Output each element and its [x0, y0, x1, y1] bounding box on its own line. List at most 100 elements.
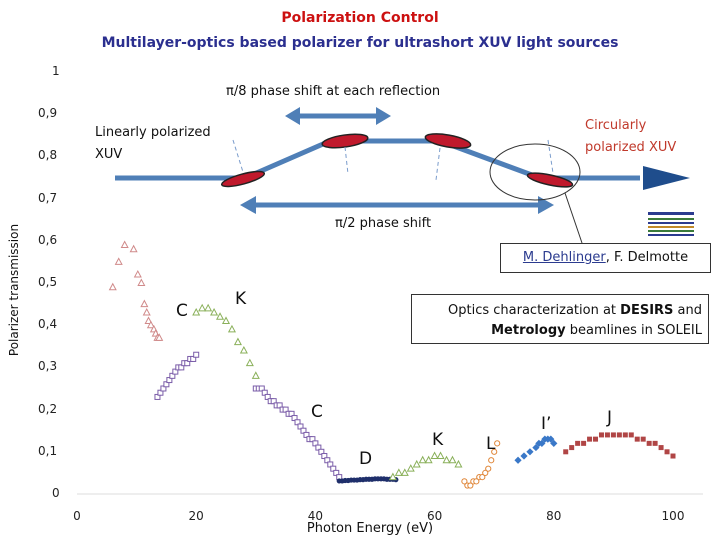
linear-polarized-label-2: XUV: [95, 147, 123, 162]
data-point-series-6: [479, 474, 486, 481]
y-tick-label: 0,9: [38, 106, 58, 121]
data-point-series-8: [658, 445, 664, 451]
y-axis-label-box: Polarizer transmission: [4, 200, 24, 380]
data-point-series-8: [634, 436, 640, 442]
series-label-k: K: [235, 289, 247, 309]
data-point-series-7: [520, 452, 528, 460]
data-point-series-8: [640, 436, 646, 442]
mirror-1: [220, 170, 266, 188]
optics-line2-post: beamlines in SOLEIL: [565, 323, 702, 338]
data-point-series-5: [394, 468, 403, 476]
data-point-series-2: [233, 337, 242, 346]
circular-polarized-label-1: Circularly: [585, 118, 647, 133]
series-label-i-prime: I’: [541, 414, 552, 434]
data-point-series-0: [146, 320, 155, 329]
author-separator: ,: [605, 250, 614, 265]
series-label-c-2: C: [311, 402, 323, 422]
data-point-series-2: [216, 312, 225, 320]
y-tick-label: 0,3: [38, 359, 58, 374]
data-point-series-8: [569, 445, 575, 451]
optics-line1-post: and: [673, 303, 702, 318]
data-point-series-2: [251, 371, 260, 379]
data-point-series-5: [424, 455, 433, 464]
data-point-series-5: [418, 455, 427, 464]
data-point-series-8: [563, 449, 569, 455]
y-tick-label: 0,7: [38, 190, 58, 205]
data-point-series-6: [467, 482, 474, 489]
optics-line-1: Optics characterization at DESIRS and: [412, 301, 702, 321]
data-point-series-6: [482, 469, 489, 476]
data-point-series-8: [652, 440, 658, 446]
reflection-arrow-right: [376, 107, 391, 125]
data-point-series-0: [114, 257, 123, 265]
data-point-series-0: [155, 333, 164, 341]
series-label-k-2: K: [432, 430, 444, 450]
data-point-series-6: [494, 440, 501, 447]
callout-circle: [489, 143, 581, 201]
x-tick-label: 0: [73, 509, 81, 523]
x-tick-label: 60: [426, 509, 443, 523]
data-point-series-5: [430, 451, 439, 460]
callout-leader: [564, 192, 583, 244]
data-point-series-5: [388, 472, 397, 481]
data-point-series-5: [412, 459, 421, 468]
data-point-series-2: [221, 316, 231, 324]
circular-polarized-label-2: polarized XUV: [585, 140, 677, 155]
data-point-series-8: [604, 432, 610, 438]
data-point-series-7: [550, 439, 558, 447]
optics-line2-bold: Metrology: [491, 323, 566, 338]
data-point-series-2: [227, 324, 236, 333]
page-subtitle: Multilayer-optics based polarizer for ul…: [101, 35, 619, 51]
x-tick-label: 20: [188, 509, 204, 523]
x-tick-label: 40: [307, 509, 324, 523]
phase-reflection-label: π/8 phase shift at each reflection: [226, 84, 441, 99]
data-point-series-8: [581, 440, 587, 446]
data-point-series-0: [144, 316, 153, 324]
author-first: M. Dehlinger: [522, 250, 606, 265]
data-point-series-0: [142, 307, 151, 316]
data-point-series-6: [488, 457, 495, 464]
data-point-series-6: [491, 448, 498, 455]
data-point-series-8: [598, 432, 604, 438]
data-point-series-5: [448, 455, 457, 464]
optics-line1-bold: DESIRS: [620, 303, 674, 318]
data-point-series-5: [400, 468, 409, 476]
mirror-4: [526, 172, 574, 188]
data-point-series-0: [137, 278, 146, 286]
data-point-series-8: [610, 432, 616, 438]
data-point-series-8: [664, 449, 670, 455]
series-label-l: L: [486, 434, 496, 454]
chart-data-points: [108, 240, 676, 489]
data-point-series-8: [646, 440, 652, 446]
institute-logo: [648, 212, 694, 236]
data-point-series-6: [473, 478, 480, 485]
data-point-series-8: [628, 432, 634, 438]
data-point-series-8: [575, 440, 581, 446]
data-point-series-7: [526, 448, 534, 456]
polarizer-diagram: [115, 107, 694, 244]
data-point-series-8: [670, 453, 676, 459]
data-point-series-1: [193, 351, 200, 358]
y-tick-label: 1: [52, 64, 60, 78]
y-tick-label: 0,8: [38, 148, 58, 163]
data-point-series-0: [133, 269, 142, 278]
page-title: Polarization Control: [281, 10, 439, 26]
optics-line1-pre: Optics characterization at: [448, 303, 621, 318]
data-point-series-7: [514, 456, 522, 464]
mirror-2: [321, 133, 369, 149]
reflection-arrow-left: [285, 107, 300, 125]
data-point-series-5: [436, 451, 445, 460]
series-label-d: D: [359, 449, 373, 469]
x-tick-label: 100: [661, 509, 685, 523]
data-point-series-5: [442, 455, 451, 464]
data-point-series-2: [192, 307, 201, 316]
authors-box: M. Dehlinger, F. Delmotte: [500, 243, 711, 273]
x-tick-label: 80: [546, 509, 562, 523]
data-point-series-2: [210, 307, 219, 316]
linear-polarized-label-1: Linearly polarized: [95, 125, 211, 140]
optics-line-2: Metrology beamlines in SOLEIL: [412, 321, 702, 341]
y-tick-label: 0: [52, 486, 60, 500]
data-point-series-2: [204, 303, 213, 312]
series-label-c: C: [176, 301, 188, 321]
